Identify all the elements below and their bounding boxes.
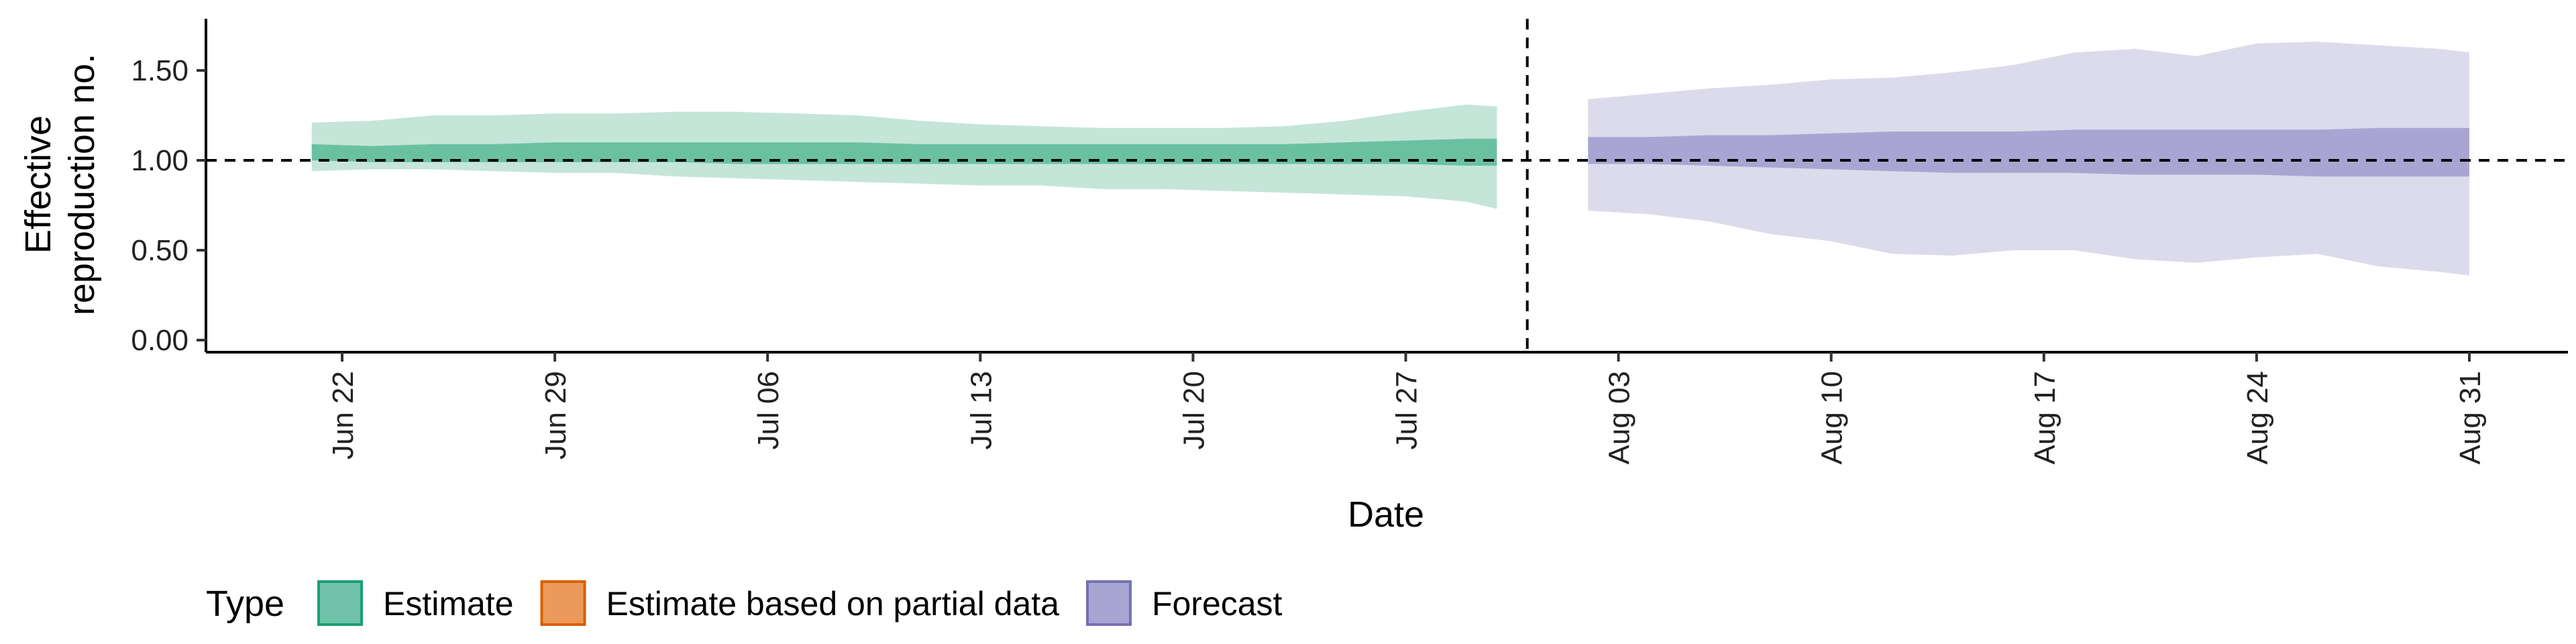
x-tick-label: Aug 10 — [1816, 371, 1849, 464]
x-tick-label: Jun 29 — [539, 371, 572, 460]
estimate-inner-band — [311, 138, 1497, 166]
y-axis-title-line-1: Effective — [18, 115, 58, 254]
x-axis-title: Date — [1348, 494, 1424, 535]
y-ticks: 0.00 0.50 1.00 1.50 — [131, 54, 206, 357]
series-bands — [311, 42, 2469, 276]
forecast-inner-band — [1588, 127, 2469, 177]
y-axis-title-line-2: reproduction no. — [62, 54, 102, 315]
x-ticks: Jun 22 Jun 29 Jul 06 Jul 13 Jul 20 Jul 27 Aug … — [327, 352, 2487, 464]
x-tick-label: Jul 13 — [965, 371, 998, 449]
x-tick-label: Aug 03 — [1603, 371, 1636, 464]
legend-label-estimate-based-on-partial-data: Estimate based on partial data — [606, 585, 1060, 623]
y-tick-label: 0.50 — [131, 234, 189, 267]
axes — [205, 19, 2568, 354]
y-tick-label: 1.50 — [131, 54, 189, 87]
x-tick-label: Aug 31 — [2454, 371, 2487, 464]
x-tick-label: Aug 17 — [2029, 371, 2061, 464]
legend-label-estimate: Estimate — [383, 585, 514, 623]
legend-key-forecast — [1085, 580, 1132, 626]
legend-key-estimate-based-on-partial-data — [540, 580, 586, 626]
legend: Type Estimate Estimate based on partial d… — [206, 580, 1283, 626]
legend-title: Type — [206, 584, 284, 624]
x-tick-label: Jun 22 — [327, 371, 360, 460]
x-tick-label: Jul 20 — [1177, 371, 1210, 449]
y-tick-label: 1.00 — [131, 144, 189, 177]
x-tick-label: Jul 27 — [1391, 371, 1424, 449]
legend-key-estimate — [317, 580, 363, 626]
legend-label-forecast: Forecast — [1152, 585, 1283, 623]
x-tick-label: Jul 06 — [752, 371, 785, 449]
x-tick-label: Aug 24 — [2241, 371, 2274, 464]
y-tick-label: 0.00 — [131, 324, 189, 357]
